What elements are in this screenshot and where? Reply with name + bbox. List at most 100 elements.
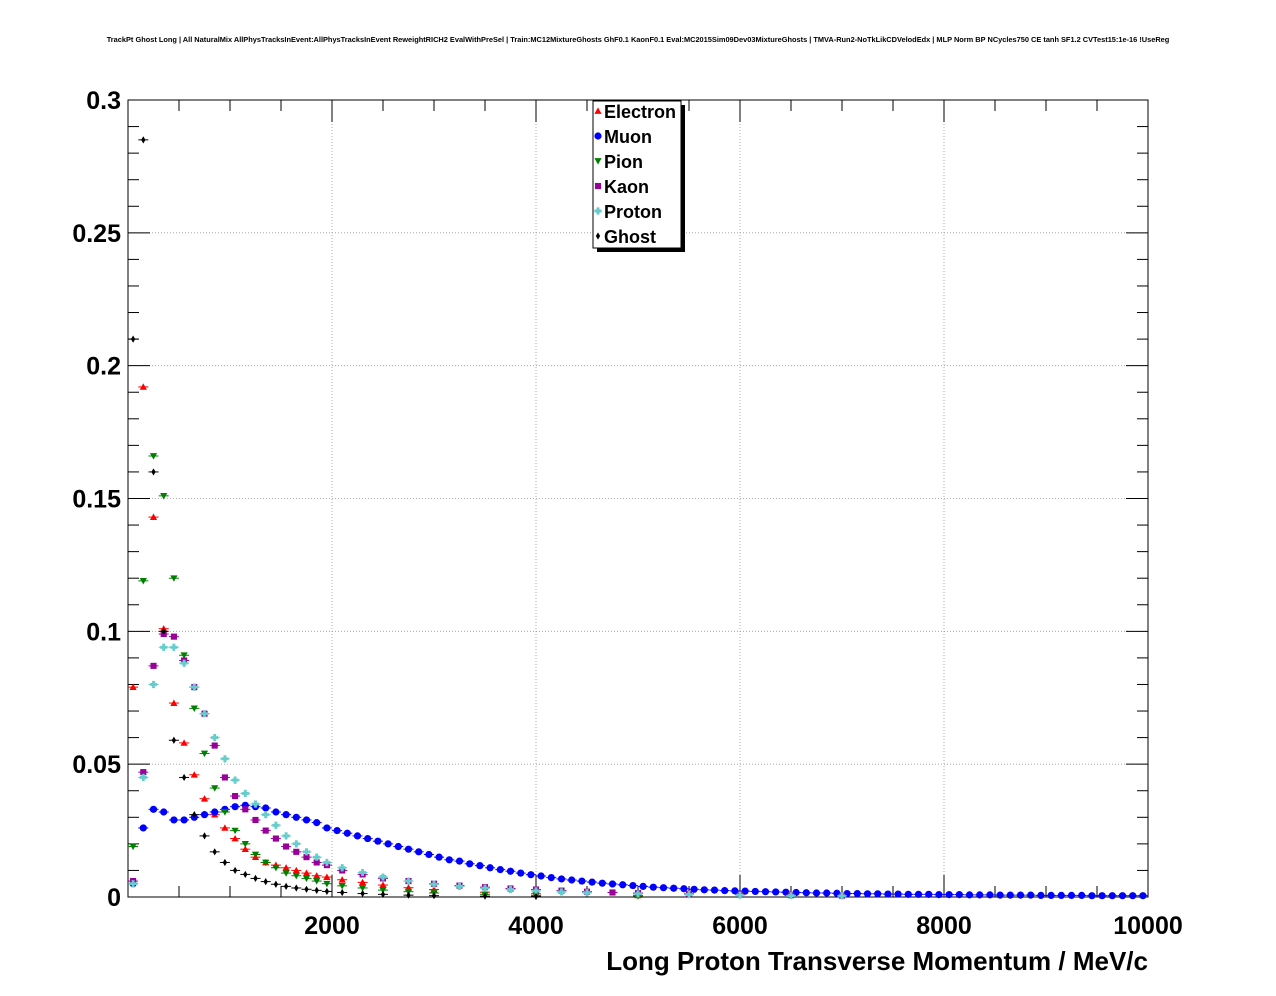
data-point-electron bbox=[359, 878, 367, 886]
series-muon bbox=[128, 801, 1148, 900]
data-point-kaon bbox=[303, 854, 310, 861]
data-point-muon bbox=[445, 856, 453, 864]
y-tick-label: 0 bbox=[107, 884, 121, 912]
legend-label-proton: Proton bbox=[604, 202, 662, 222]
data-point-ghost bbox=[130, 335, 136, 343]
data-point-proton bbox=[736, 891, 744, 899]
data-point-proton bbox=[838, 892, 846, 900]
data-point-muon bbox=[455, 857, 464, 865]
data-point-muon bbox=[374, 837, 382, 845]
data-point-kaon bbox=[140, 769, 147, 776]
data-point-ghost bbox=[222, 858, 228, 867]
data-point-proton bbox=[282, 832, 290, 840]
data-point-muon bbox=[527, 871, 535, 879]
data-point-electron bbox=[379, 881, 387, 888]
data-point-muon bbox=[1139, 892, 1147, 900]
data-point-muon bbox=[1037, 891, 1045, 900]
data-point-proton bbox=[190, 683, 198, 691]
data-point-pion bbox=[359, 885, 367, 892]
data-point-electron bbox=[241, 845, 249, 853]
data-point-muon bbox=[170, 816, 178, 824]
data-point-muon bbox=[659, 884, 668, 892]
data-point-pion bbox=[160, 492, 168, 500]
data-point-muon bbox=[1006, 891, 1014, 899]
data-point-muon bbox=[384, 840, 392, 848]
data-point-muon bbox=[965, 891, 974, 899]
data-point-muon bbox=[180, 816, 188, 824]
data-point-muon bbox=[517, 869, 525, 877]
data-point-muon bbox=[812, 889, 821, 897]
data-point-muon bbox=[404, 845, 413, 853]
data-point-electron bbox=[282, 864, 290, 871]
data-point-ghost bbox=[406, 891, 411, 899]
data-point-ghost bbox=[304, 885, 309, 893]
data-point-muon bbox=[272, 808, 280, 816]
data-point-muon bbox=[772, 888, 780, 896]
data-point-ghost bbox=[294, 884, 299, 892]
legend-label-pion: Pion bbox=[604, 152, 643, 172]
data-point-proton bbox=[532, 887, 540, 895]
data-point-muon bbox=[1047, 891, 1055, 900]
data-point-muon bbox=[802, 889, 810, 897]
data-point-electron bbox=[231, 834, 239, 842]
data-point-muon bbox=[160, 808, 168, 816]
data-point-proton bbox=[313, 853, 321, 861]
data-point-proton bbox=[262, 811, 270, 819]
data-point-proton bbox=[211, 734, 219, 742]
data-point-ghost bbox=[283, 882, 289, 890]
data-point-proton bbox=[251, 800, 260, 808]
data-point-ghost bbox=[431, 892, 437, 900]
data-point-electron bbox=[323, 873, 331, 880]
data-point-proton bbox=[200, 710, 209, 718]
legend-marker-electron bbox=[594, 107, 602, 114]
data-point-pion bbox=[323, 880, 331, 888]
data-point-ghost bbox=[360, 889, 365, 898]
data-point-pion bbox=[251, 851, 260, 859]
data-point-muon bbox=[904, 890, 912, 898]
data-point-muon bbox=[1067, 891, 1076, 900]
data-point-muon bbox=[741, 887, 749, 895]
data-point-muon bbox=[364, 834, 372, 843]
data-point-ghost bbox=[212, 848, 217, 856]
data-point-pion bbox=[170, 575, 178, 582]
data-point-pion bbox=[338, 882, 346, 890]
data-point-kaon bbox=[293, 848, 300, 855]
data-point-proton bbox=[221, 755, 229, 763]
data-point-pion bbox=[139, 577, 147, 585]
data-point-proton bbox=[180, 659, 188, 667]
data-point-muon bbox=[292, 813, 300, 821]
data-point-muon bbox=[976, 891, 984, 899]
data-point-pion bbox=[241, 840, 249, 848]
data-point-muon bbox=[710, 886, 719, 894]
data-point-muon bbox=[353, 832, 362, 840]
data-point-muon bbox=[863, 890, 872, 898]
data-point-muon bbox=[496, 866, 504, 874]
y-tick-label: 0.1 bbox=[86, 618, 121, 646]
data-point-muon bbox=[1088, 892, 1096, 900]
data-point-proton bbox=[139, 773, 147, 782]
data-point-muon bbox=[853, 889, 861, 898]
y-tick-label: 0.05 bbox=[72, 751, 121, 779]
data-point-pion bbox=[190, 705, 198, 712]
data-point-electron bbox=[180, 739, 188, 746]
data-point-ghost bbox=[243, 870, 248, 879]
ticks: 2000 4000 6000 8000 10000 0 0.05 0.1 0.15 0.2 0.25… bbox=[72, 87, 1182, 940]
data-point-pion bbox=[379, 887, 387, 894]
data-point-muon bbox=[700, 886, 708, 894]
data-point-muon bbox=[731, 887, 739, 895]
data-point-muon bbox=[894, 890, 902, 898]
data-point-pion bbox=[262, 859, 270, 867]
data-point-muon bbox=[466, 860, 474, 868]
data-point-muon bbox=[670, 884, 678, 892]
data-point-muon bbox=[721, 887, 729, 895]
data-point-ghost bbox=[192, 811, 197, 819]
data-point-proton bbox=[359, 868, 367, 877]
data-point-kaon bbox=[170, 633, 177, 640]
data-point-proton bbox=[685, 891, 693, 899]
data-point-muon bbox=[823, 889, 831, 897]
data-point-kaon bbox=[150, 662, 157, 669]
data-point-muon bbox=[996, 891, 1004, 899]
data-point-muon bbox=[598, 879, 606, 887]
legend-marker-kaon bbox=[594, 182, 602, 190]
data-point-muon bbox=[486, 864, 494, 872]
